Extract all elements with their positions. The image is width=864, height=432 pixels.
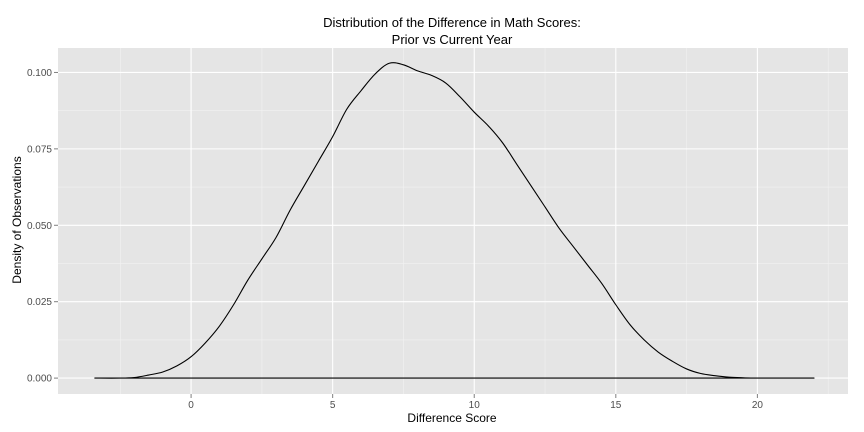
x-tick-label: 0 <box>188 400 194 411</box>
x-tick-label: 20 <box>752 400 764 411</box>
plot-area: 0 5 10 15 20 0.000 0.025 0.050 0.075 0.100 <box>27 48 848 411</box>
plot-panel <box>58 48 848 394</box>
y-tick-label: 0.075 <box>27 144 52 155</box>
x-tick-label: 5 <box>330 400 336 411</box>
x-tick-label: 15 <box>610 400 622 411</box>
chart-title-line-2: Prior vs Current Year <box>392 32 513 47</box>
y-tick-label: 0.000 <box>27 374 52 385</box>
chart-title-line-1: Distribution of the Difference in Math S… <box>323 15 581 30</box>
x-axis-title: Difference Score <box>407 411 496 425</box>
x-tick-label: 10 <box>469 400 481 411</box>
y-axis-title: Density of Observations <box>10 156 24 283</box>
y-tick-label: 0.025 <box>27 297 52 308</box>
density-curve <box>94 62 815 379</box>
y-tick-label: 0.100 <box>27 68 52 79</box>
y-tick-label: 0.050 <box>27 221 52 232</box>
